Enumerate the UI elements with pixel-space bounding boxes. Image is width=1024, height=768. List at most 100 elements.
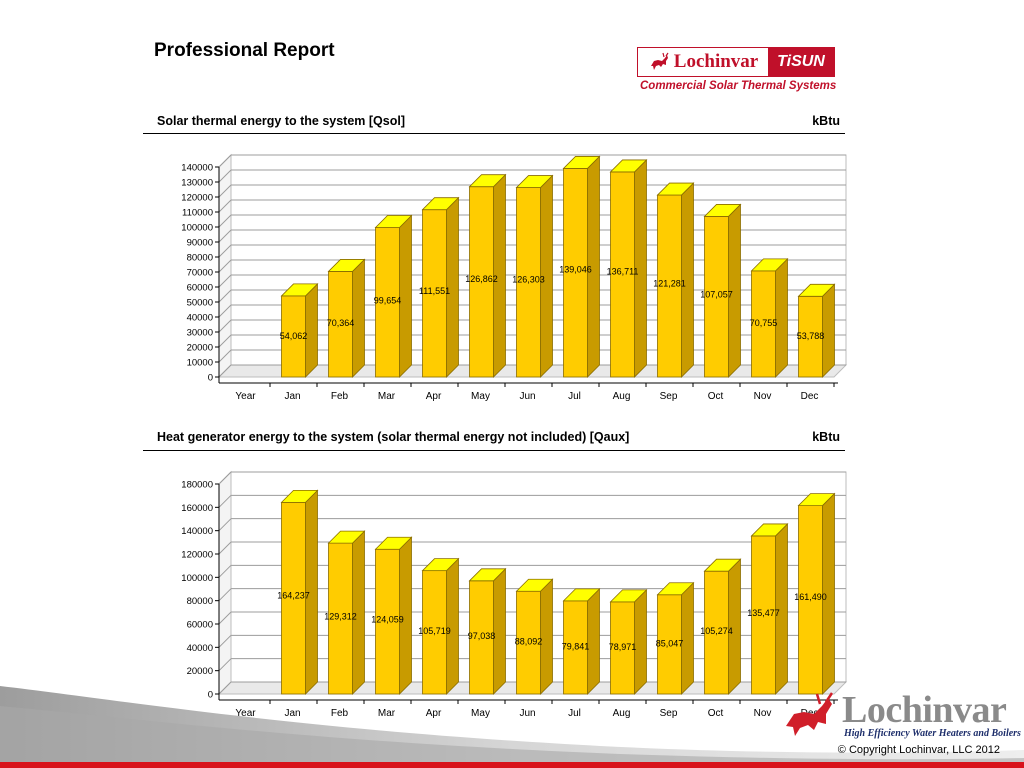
x-tick-label: Sep bbox=[660, 391, 678, 402]
data-label: 53,788 bbox=[797, 331, 825, 341]
gridline-side bbox=[218, 214, 232, 228]
bar-side bbox=[493, 567, 506, 695]
bar-side bbox=[681, 581, 694, 695]
x-tick-label: Mar bbox=[378, 708, 396, 719]
bar bbox=[704, 570, 729, 695]
bar-top bbox=[750, 258, 789, 272]
bar-top bbox=[327, 259, 366, 272]
bar-top bbox=[703, 558, 742, 572]
x-tick-label: May bbox=[471, 708, 490, 719]
footer-wave-graphic bbox=[0, 686, 1024, 768]
x-tick-label: Jun bbox=[519, 708, 535, 719]
gridline-side bbox=[218, 634, 232, 648]
bar-top bbox=[374, 536, 413, 550]
bar-side bbox=[399, 214, 412, 378]
bar-side bbox=[587, 587, 600, 695]
data-label: 78,971 bbox=[609, 642, 637, 652]
gridline-side bbox=[218, 169, 232, 183]
y-tick-label: 70000 bbox=[187, 268, 213, 279]
y-tick-label: 180000 bbox=[181, 480, 213, 491]
footer-red-strip bbox=[0, 762, 1024, 768]
gridline-side bbox=[218, 259, 232, 273]
data-label: 121,281 bbox=[653, 278, 686, 288]
bar-top bbox=[515, 175, 554, 188]
x-tick-label: Jul bbox=[568, 708, 581, 719]
bar-top bbox=[609, 159, 648, 173]
brand-product: TiSUN bbox=[768, 48, 834, 76]
heat-generator-energy-chart: 0 20000 40000 60000 80000 100000 120000 140000 1… bbox=[181, 470, 848, 719]
brand-name: Lochinvar bbox=[673, 51, 759, 72]
solar-energy-chart: 0 10000 20000 30000 40000 50000 60000 70000 8000… bbox=[181, 153, 848, 402]
bar bbox=[751, 270, 776, 378]
data-label: 54,062 bbox=[280, 331, 308, 341]
gridline-side bbox=[218, 304, 232, 318]
bar-top bbox=[468, 568, 507, 582]
data-label: 70,755 bbox=[750, 318, 778, 328]
bar-side bbox=[352, 258, 365, 378]
data-label: 70,364 bbox=[327, 318, 355, 328]
x-tick-label: Jun bbox=[519, 391, 535, 402]
bar bbox=[657, 194, 682, 378]
bar bbox=[422, 209, 447, 378]
data-label: 136,711 bbox=[607, 266, 639, 276]
y-tick-label: 110000 bbox=[182, 208, 213, 219]
x-tick-label: Dec bbox=[801, 391, 819, 402]
x-tick-label: May bbox=[471, 391, 490, 402]
data-label: 88,092 bbox=[515, 637, 543, 647]
chart2-unit: kBtu bbox=[812, 430, 840, 444]
x-tick-label: Jan bbox=[284, 708, 300, 719]
y-tick-label: 130000 bbox=[181, 178, 213, 189]
page-title: Professional Report bbox=[154, 40, 335, 61]
bar-top bbox=[280, 489, 319, 503]
bar-top bbox=[750, 523, 789, 537]
x-tick-label: Apr bbox=[426, 391, 442, 402]
bar-top bbox=[280, 283, 319, 297]
gridline-side bbox=[218, 588, 232, 602]
bar-top bbox=[562, 588, 601, 602]
y-tick-label: 40000 bbox=[187, 643, 213, 654]
y-tick-label: 10000 bbox=[187, 358, 213, 369]
y-tick-label: 80000 bbox=[187, 596, 213, 607]
brand-logo: Lochinvar TiSUN bbox=[637, 47, 835, 77]
bar bbox=[281, 295, 306, 378]
chart1-title: Solar thermal energy to the system [Qsol… bbox=[157, 114, 405, 128]
bar-top bbox=[374, 215, 413, 228]
x-tick-label: Feb bbox=[331, 708, 349, 719]
y-tick-label: 20000 bbox=[187, 666, 213, 677]
data-label: 124,059 bbox=[371, 615, 404, 625]
y-tick-label: 0 bbox=[208, 690, 213, 701]
deer-logo-icon bbox=[650, 52, 669, 70]
bar bbox=[422, 570, 447, 695]
data-label: 111,551 bbox=[419, 286, 450, 296]
bar-top bbox=[562, 156, 601, 169]
data-label: 129,312 bbox=[324, 612, 357, 622]
bar bbox=[798, 505, 823, 695]
bar-top bbox=[703, 204, 742, 217]
y-tick-label: 90000 bbox=[187, 238, 213, 249]
y-tick-label: 60000 bbox=[187, 620, 213, 631]
gridline-side bbox=[218, 244, 232, 258]
x-tick-label: Year bbox=[235, 708, 256, 719]
x-tick-label: Aug bbox=[613, 708, 631, 719]
gridline-side bbox=[218, 681, 232, 695]
x-tick-label: Jul bbox=[568, 391, 581, 402]
gridline-side bbox=[218, 229, 232, 243]
bar-top bbox=[656, 182, 695, 196]
x-tick-label: Jan bbox=[284, 391, 300, 402]
bar bbox=[751, 535, 776, 695]
y-tick-label: 100000 bbox=[181, 223, 213, 234]
gridline-side bbox=[218, 184, 232, 198]
data-label: 107,057 bbox=[700, 289, 733, 299]
y-tick-label: 160000 bbox=[181, 503, 213, 514]
bar-top bbox=[515, 578, 554, 592]
y-tick-label: 120000 bbox=[181, 193, 213, 204]
x-tick-label: Apr bbox=[426, 708, 442, 719]
bar-side bbox=[634, 588, 647, 695]
data-label: 105,274 bbox=[700, 626, 733, 636]
footer-logo-word: Lochinvar bbox=[842, 689, 1007, 731]
x-tick-label: Sep bbox=[660, 708, 678, 719]
gridline-side bbox=[218, 658, 232, 672]
bar-top bbox=[468, 174, 507, 188]
data-label: 139,046 bbox=[559, 265, 592, 275]
bar bbox=[563, 168, 588, 378]
